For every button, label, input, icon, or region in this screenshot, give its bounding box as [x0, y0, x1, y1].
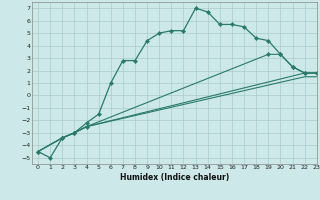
X-axis label: Humidex (Indice chaleur): Humidex (Indice chaleur): [120, 173, 229, 182]
